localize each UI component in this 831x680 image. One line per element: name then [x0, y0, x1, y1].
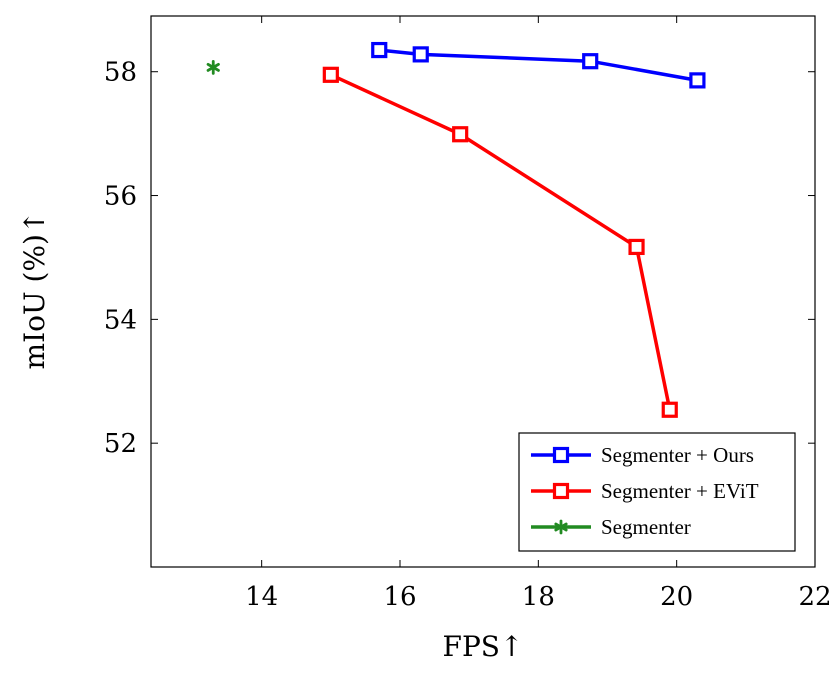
asterisk-stroke — [206, 62, 220, 72]
legend-label: Segmenter + EViT — [601, 479, 759, 503]
series-line — [379, 48, 698, 83]
x-tick-label: 16 — [383, 582, 416, 612]
data-point — [452, 126, 469, 143]
y-tick-label: 58 — [104, 58, 137, 88]
data-point — [412, 46, 429, 63]
series-0 — [371, 41, 706, 89]
axis-ticks: 14 16 18 20 22 52 54 56 58 — [104, 16, 831, 612]
data-point — [582, 53, 599, 70]
legend-marker — [552, 482, 570, 500]
legend-marker — [552, 446, 570, 464]
x-tick-label: 14 — [245, 582, 278, 612]
data-point — [371, 41, 388, 59]
y-axis-title: mIoU (%)↑ — [18, 211, 51, 370]
y-tick-label: 56 — [104, 182, 137, 212]
data-point — [661, 401, 678, 418]
x-tick-label: 20 — [660, 582, 693, 612]
asterisk-stroke — [554, 522, 568, 532]
x-axis-title: FPS↑ — [443, 630, 524, 663]
x-tick-label: 22 — [798, 582, 831, 612]
series-line — [330, 73, 672, 411]
data-point — [689, 72, 706, 89]
legend-marker — [554, 519, 568, 535]
legend-label: Segmenter — [601, 515, 691, 539]
plot-frame — [150, 15, 816, 568]
y-tick-label: 52 — [104, 429, 137, 459]
data-point — [628, 238, 645, 256]
y-tick-label: 54 — [104, 305, 137, 335]
series-2 — [206, 59, 220, 75]
legend: Segmenter + Ours Segmenter + EViT Segmente… — [518, 432, 796, 552]
data-point — [322, 66, 339, 83]
legend-label: Segmenter + Ours — [601, 443, 754, 467]
x-tick-label: 18 — [522, 582, 555, 612]
data-point — [206, 59, 220, 75]
plot-area — [150, 15, 816, 568]
series-1 — [322, 66, 678, 418]
